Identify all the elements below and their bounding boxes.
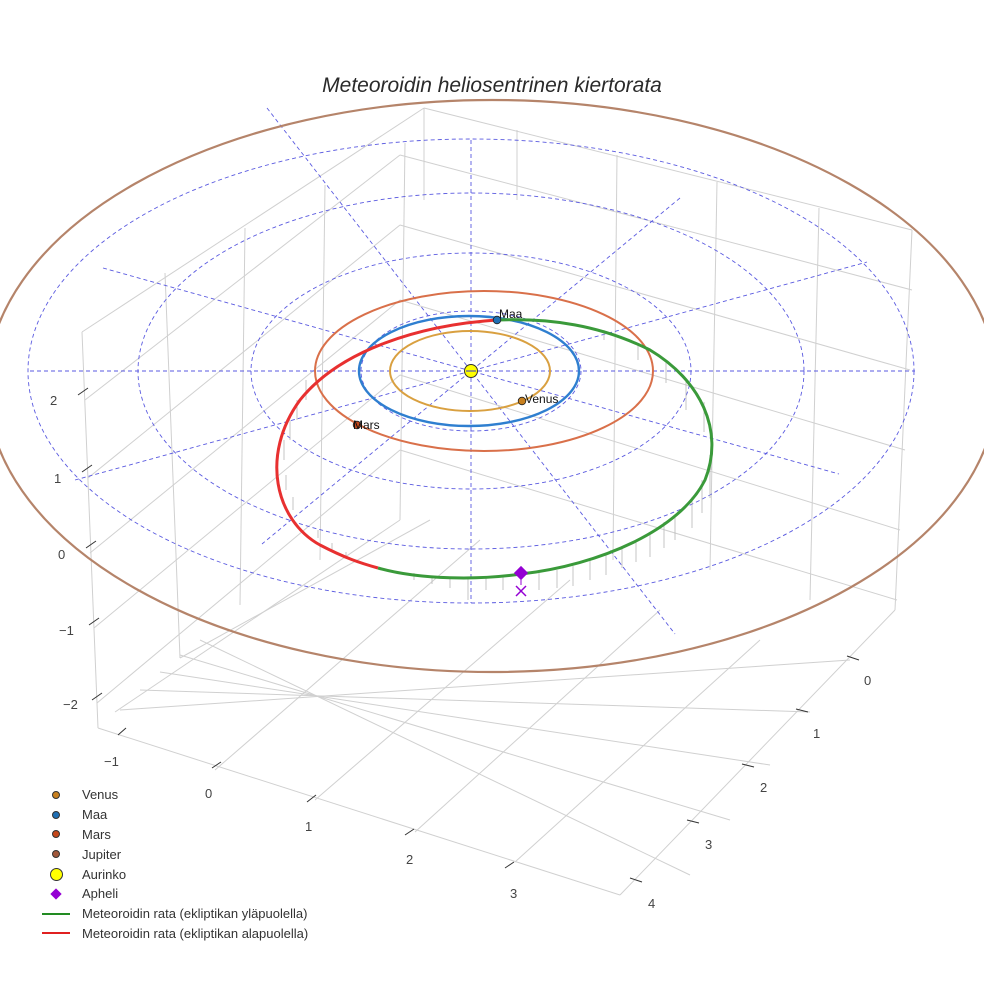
- aphelion-marker[interactable]: [513, 565, 529, 597]
- legend-label: Meteoroidin rata (ekliptikan yläpuolella…: [82, 906, 308, 922]
- legend-label: Mars: [82, 826, 111, 842]
- z-tick-neg2: −2: [63, 697, 78, 712]
- meteoroid-orbit-below: [275, 318, 498, 570]
- legend-item-maa[interactable]: Maa: [36, 805, 308, 825]
- venus-label: Venus: [525, 392, 558, 406]
- y-tick-3: 3: [705, 837, 712, 852]
- y-tick-2: 2: [760, 780, 767, 795]
- x-axis: −1 0 1 2 3: [104, 727, 517, 901]
- z-tick-1: 1: [54, 471, 61, 486]
- meteoroid-orbit-above: [377, 318, 714, 580]
- drop-lines: [283, 330, 712, 600]
- legend-item-orbit-below[interactable]: Meteoroidin rata (ekliptikan alapuolella…: [36, 924, 308, 944]
- y-axis: 0 1 2 3 4: [629, 655, 871, 911]
- legend-label: Aurinko: [82, 866, 127, 882]
- x-tick-neg1: −1: [104, 754, 119, 769]
- y-tick-4: 4: [648, 896, 655, 911]
- venus-orbit: [389, 330, 551, 412]
- legend: Venus Maa Mars Jupiter Aurinko Apheli Me…: [36, 785, 308, 943]
- earth-dot-icon: [52, 810, 60, 819]
- x-tick-0: 0: [205, 786, 212, 801]
- mars-dot-icon: [52, 830, 60, 839]
- earth-orbit: [357, 314, 581, 428]
- green-line-icon: [42, 912, 70, 915]
- y-tick-1: 1: [813, 726, 820, 741]
- x-tick-1: 1: [305, 819, 312, 834]
- legend-item-apheli[interactable]: Apheli: [36, 884, 308, 904]
- sun-marker[interactable]: [464, 364, 478, 378]
- legend-item-venus[interactable]: Venus: [36, 785, 308, 805]
- legend-label: Meteoroidin rata (ekliptikan alapuolella…: [82, 925, 309, 941]
- earth-label: Maa: [499, 307, 523, 321]
- legend-label: Maa: [82, 807, 108, 823]
- z-tick-2: 2: [50, 393, 57, 408]
- x-tick-2: 2: [406, 852, 413, 867]
- z-tick-0: 0: [58, 547, 65, 562]
- jupiter-orbit: [0, 98, 984, 674]
- earth-marker[interactable]: [492, 315, 502, 325]
- z-tick-neg1: −1: [59, 623, 74, 638]
- legend-item-jupiter[interactable]: Jupiter: [36, 844, 308, 864]
- diamond-icon: [50, 888, 62, 900]
- mars-marker[interactable]: [352, 420, 362, 430]
- z-axis: 2 1 0 −1 −2: [50, 387, 103, 712]
- sun-icon: [49, 867, 63, 881]
- venus-dot-icon: [52, 790, 60, 799]
- legend-item-orbit-above[interactable]: Meteoroidin rata (ekliptikan yläpuolella…: [36, 904, 308, 924]
- venus-marker[interactable]: [517, 396, 527, 406]
- jupiter-dot-icon: [52, 850, 60, 859]
- chart-title: Meteoroidin heliosentrinen kiertorata: [322, 74, 662, 97]
- legend-label: Jupiter: [82, 846, 122, 862]
- mars-label: Mars: [353, 418, 380, 432]
- y-tick-0: 0: [864, 673, 871, 688]
- legend-label: Venus: [82, 787, 119, 803]
- legend-label: Apheli: [82, 886, 119, 902]
- legend-item-mars[interactable]: Mars: [36, 825, 308, 845]
- mars-orbit: [314, 290, 654, 452]
- red-line-icon: [42, 932, 70, 935]
- x-tick-3: 3: [510, 886, 517, 901]
- legend-item-aurinko[interactable]: Aurinko: [36, 864, 308, 884]
- box-grid: [81, 107, 913, 896]
